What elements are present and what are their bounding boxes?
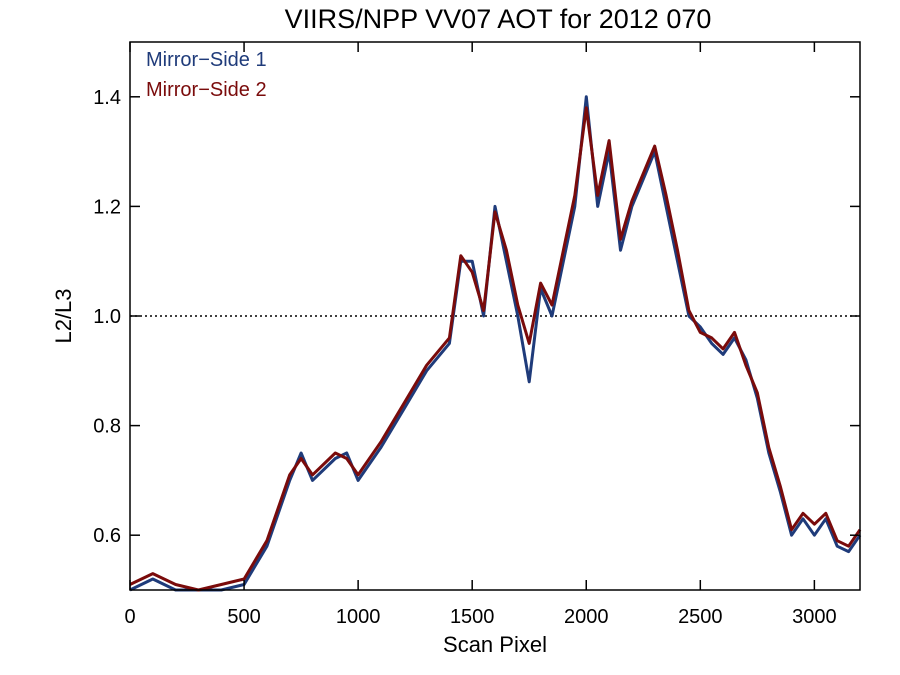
plot-frame [129, 41, 861, 591]
x-tick-label: 2500 [678, 606, 723, 628]
x-tick-label: 2000 [564, 606, 609, 628]
x-tick-label: 3000 [792, 606, 837, 628]
x-tick-label: 0 [124, 606, 135, 628]
chart-title: VIIRS/NPP VV07 AOT for 2012 070 [285, 4, 712, 34]
x-tick-label: 500 [227, 606, 260, 628]
tick-layer: 0 500 1000 1500 2000 2500 3000 0.6 0.8 1.0 1.2 1.4 [93, 42, 860, 628]
series-layer [129, 95, 862, 592]
y-tick-label: 1.0 [93, 306, 121, 328]
y-axis-label: L2/L3 [51, 288, 76, 343]
x-tick-label: 1500 [450, 606, 495, 628]
legend-entry-mirror-side-1: Mirror−Side 1 [146, 49, 267, 71]
legend-entry-mirror-side-2: Mirror−Side 2 [146, 79, 267, 101]
series-line-1 [129, 95, 862, 592]
y-tick-label: 1.2 [93, 196, 121, 218]
y-tick-label: 1.4 [93, 87, 121, 109]
y-tick-label: 0.6 [93, 525, 121, 547]
series-line-2 [129, 106, 862, 592]
x-tick-label: 1000 [336, 606, 381, 628]
x-axis-label: Scan Pixel [443, 632, 547, 657]
y-tick-label: 0.8 [93, 416, 121, 438]
